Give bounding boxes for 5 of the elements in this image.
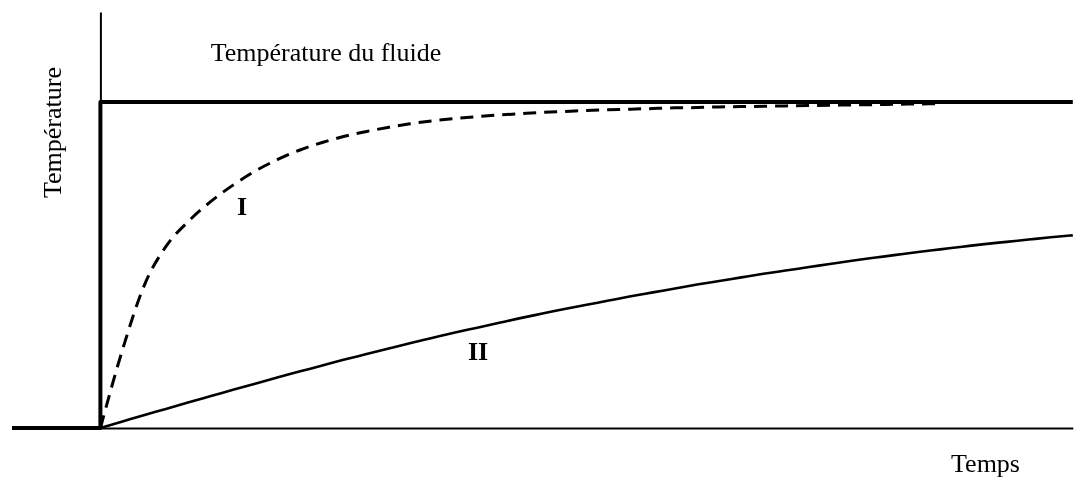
series-label: Température du fluide [210, 38, 442, 67]
x-axis-title: Temps [951, 448, 1020, 478]
series-label: II [467, 337, 489, 366]
series-label: I [236, 192, 248, 221]
y-axis-title: Température [37, 67, 67, 198]
